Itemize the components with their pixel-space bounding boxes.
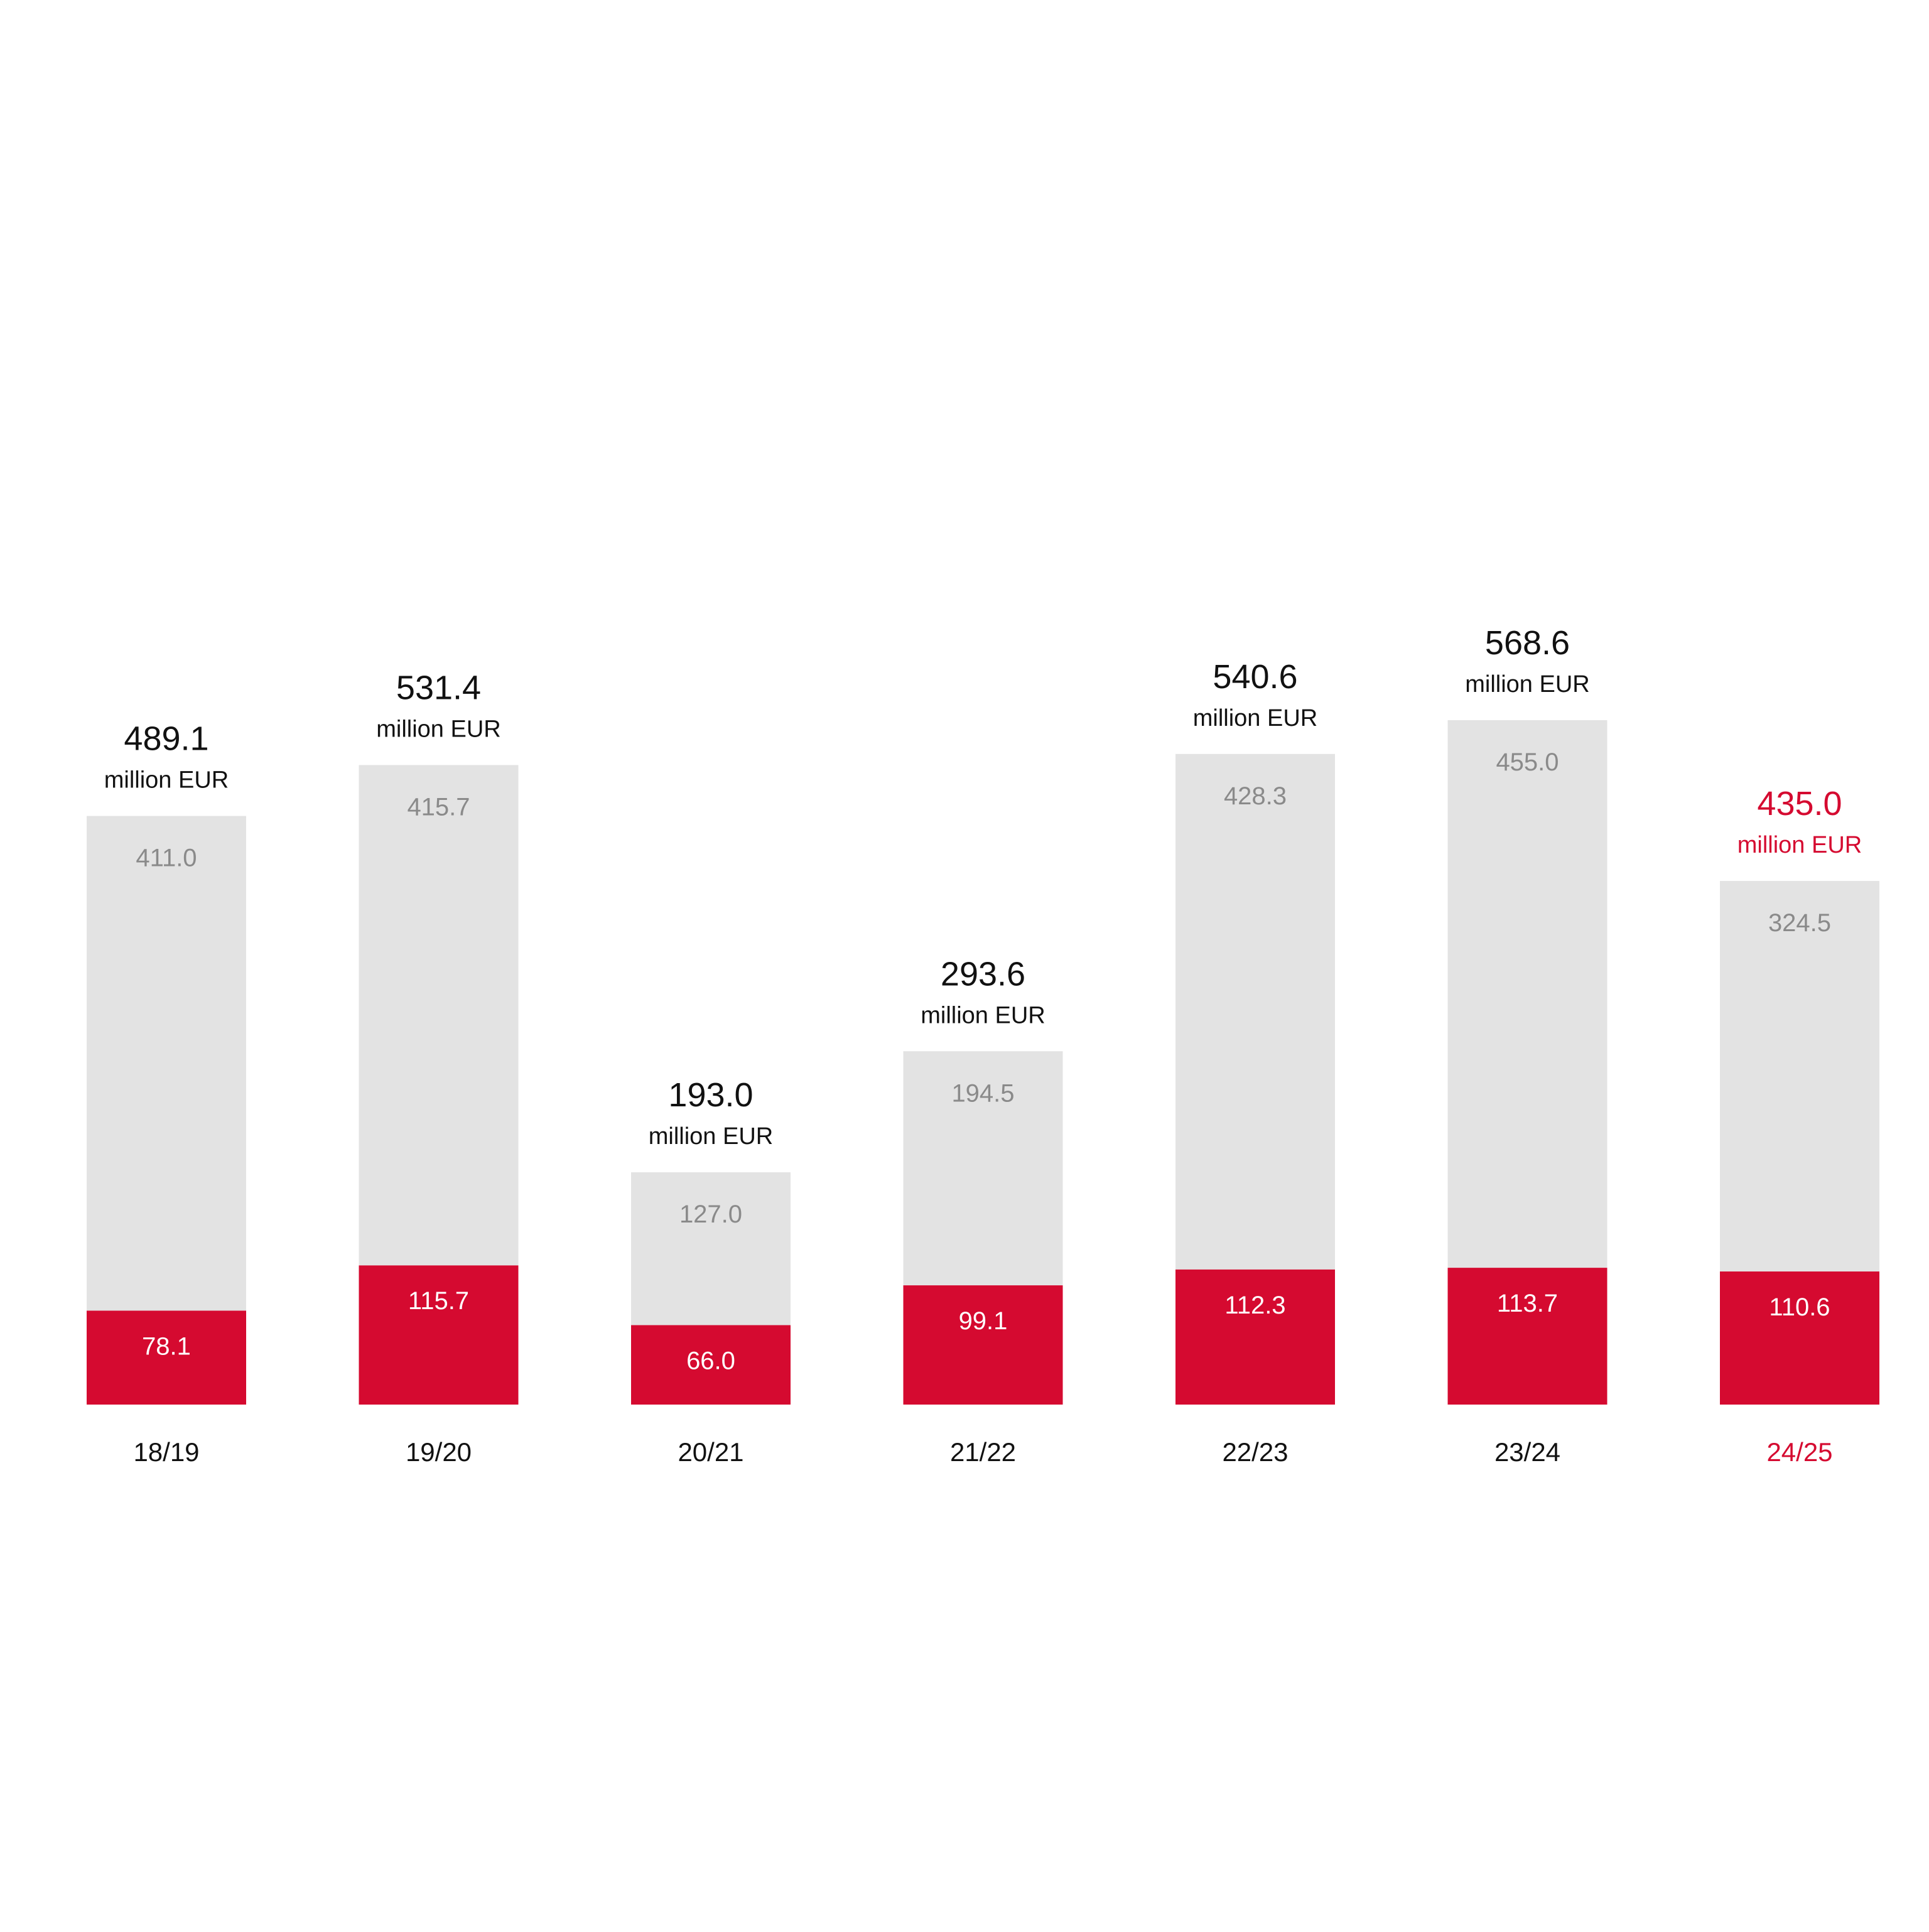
bar-segment-red (87, 1310, 246, 1405)
bar-segment-red (1447, 1268, 1608, 1405)
red-segment-value-label: 110.6 (1769, 1293, 1830, 1321)
gray-segment-value-label: 194.5 (951, 1079, 1014, 1107)
gray-segment-value-label: 127.0 (679, 1201, 742, 1228)
bar-segment-gray (1447, 720, 1608, 1268)
red-segment-value-label: 99.1 (959, 1307, 1008, 1335)
bar-segment-red (631, 1325, 791, 1405)
red-segment-value-label: 78.1 (142, 1332, 191, 1360)
bar-segment-gray (359, 765, 519, 1266)
bar-unit-label: million EUR (104, 767, 229, 794)
x-tick-label: 24/25 (1766, 1437, 1832, 1467)
bar-total-label: 193.0 (668, 1076, 753, 1114)
bar-segment-red (1175, 1269, 1335, 1405)
bar-total-label: 531.4 (396, 669, 481, 706)
bar-total-label: 489.1 (124, 720, 208, 758)
bar-segment-gray (87, 816, 246, 1311)
red-segment-value-label: 112.3 (1224, 1292, 1285, 1319)
gray-segment-value-label: 428.3 (1224, 782, 1287, 810)
red-segment-value-label: 115.7 (408, 1287, 469, 1315)
red-segment-value-label: 113.7 (1497, 1290, 1558, 1317)
x-tick-label: 19/20 (406, 1437, 472, 1467)
bar-segment-gray (1720, 881, 1879, 1272)
bar-total-label: 568.6 (1485, 624, 1570, 662)
bar-segment-gray (903, 1051, 1063, 1286)
bar-total-label: 435.0 (1757, 785, 1842, 823)
bar-segment-gray (631, 1172, 791, 1325)
bar-segment-red (903, 1285, 1063, 1405)
bar-total-label: 540.6 (1213, 658, 1297, 696)
bar-unit-label: million EUR (1193, 705, 1317, 731)
gray-segment-value-label: 324.5 (1768, 909, 1831, 937)
x-tick-label: 23/24 (1494, 1437, 1560, 1467)
bar-segment-gray (1175, 753, 1335, 1270)
gray-segment-value-label: 415.7 (407, 793, 470, 821)
x-tick-label: 22/23 (1222, 1437, 1288, 1467)
bar-total-label: 293.6 (941, 955, 1025, 993)
x-tick-label: 21/22 (950, 1437, 1016, 1467)
x-tick-label: 18/19 (133, 1437, 199, 1467)
gray-segment-value-label: 455.0 (1496, 748, 1559, 776)
bar-segment-red (359, 1265, 519, 1405)
gray-segment-value-label: 411.0 (136, 845, 197, 872)
bar-unit-label: million EUR (921, 1002, 1045, 1028)
red-segment-value-label: 66.0 (686, 1347, 735, 1374)
bar-segment-red (1720, 1271, 1879, 1405)
bar-unit-label: million EUR (1737, 832, 1862, 858)
bar-unit-label: million EUR (376, 716, 500, 742)
x-tick-label: 20/21 (678, 1437, 743, 1467)
bar-unit-label: million EUR (1465, 671, 1589, 698)
bar-unit-label: million EUR (649, 1123, 773, 1150)
